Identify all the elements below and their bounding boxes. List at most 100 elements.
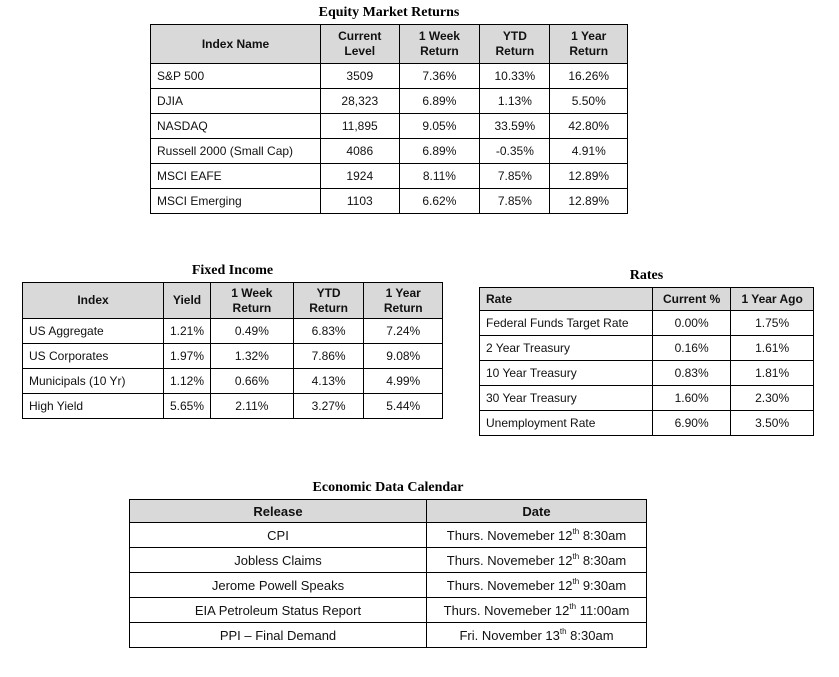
table-row: MSCI EAFE 1924 8.11% 7.85% 12.89% xyxy=(150,163,628,189)
table-cell: 7.36% xyxy=(398,63,481,89)
column-header: Yield xyxy=(162,282,212,319)
table-cell: 1.75% xyxy=(730,310,814,336)
table-cell: 6.83% xyxy=(292,318,365,344)
date-cell: Thurs. Novemeber 12th 8:30am xyxy=(426,522,647,548)
equity-market-returns-section: Equity Market Returns Index Name Current… xyxy=(150,5,628,214)
table-cell: 7.85% xyxy=(479,163,551,189)
index-name-cell: DJIA xyxy=(150,88,321,114)
table-cell: 6.89% xyxy=(398,88,481,114)
column-header: Release xyxy=(129,499,427,523)
table-cell: 6.62% xyxy=(398,188,481,214)
date-suffix: th xyxy=(572,526,580,536)
table-cell: 7.86% xyxy=(292,343,365,369)
index-name-cell: US Corporates xyxy=(22,343,164,369)
equity-table-title: Equity Market Returns xyxy=(318,5,460,20)
table-cell: 1924 xyxy=(320,163,400,189)
index-name-cell: US Aggregate xyxy=(22,318,164,344)
table-cell: 33.59% xyxy=(479,113,551,139)
date-text: Fri. November 13 xyxy=(459,627,560,643)
rates-table-title: Rates xyxy=(629,268,664,283)
column-header: 1 Year Return xyxy=(363,282,443,319)
table-cell: 0.49% xyxy=(210,318,294,344)
calendar-header-row: Release Date xyxy=(129,499,647,523)
table-cell: 1.60% xyxy=(651,385,732,411)
table-cell: 9.05% xyxy=(398,113,481,139)
date-cell: Thurs. Novemeber 12th 8:30am xyxy=(426,547,647,573)
date-text: Thurs. Novemeber 12 xyxy=(446,577,573,593)
table-cell: 16.26% xyxy=(549,63,628,89)
table-cell: 4.91% xyxy=(549,138,628,164)
table-cell: 1.21% xyxy=(162,318,212,344)
equity-table: Index Name Current Level 1 Week Return Y… xyxy=(150,24,628,214)
index-name-cell: NASDAQ xyxy=(150,113,321,139)
time-text: 8:30am xyxy=(566,627,614,643)
table-row: EIA Petroleum Status Report Thurs. Novem… xyxy=(129,597,647,623)
date-text: Thurs. Novemeber 12 xyxy=(446,527,573,543)
rate-name-cell: 10 Year Treasury xyxy=(479,360,653,386)
date-suffix: th xyxy=(572,551,580,561)
table-row: Jobless Claims Thurs. Novemeber 12th 8:3… xyxy=(129,547,647,573)
date-text: Thurs. Novemeber 12 xyxy=(446,552,573,568)
economic-calendar-section: Economic Data Calendar Release Date CPI … xyxy=(129,480,647,648)
time-text: 11:00am xyxy=(576,602,630,618)
table-cell: 1.12% xyxy=(162,368,212,394)
calendar-table: Release Date CPI Thurs. Novemeber 12th 8… xyxy=(129,499,647,648)
table-cell: 3509 xyxy=(320,63,400,89)
rate-name-cell: 2 Year Treasury xyxy=(479,335,653,361)
date-suffix: th xyxy=(559,626,567,636)
rates-section: Rates Rate Current % 1 Year Ago Federal … xyxy=(479,268,814,436)
column-header: YTD Return xyxy=(292,282,365,319)
table-cell: 5.50% xyxy=(549,88,628,114)
fixed-income-section: Fixed Income Index Yield 1 Week Return Y… xyxy=(22,263,443,419)
column-header: 1 Year Ago xyxy=(730,287,814,311)
rate-name-cell: Federal Funds Target Rate xyxy=(479,310,653,336)
table-cell: 2.11% xyxy=(210,393,294,419)
table-row: Russell 2000 (Small Cap) 4086 6.89% -0.3… xyxy=(150,138,628,164)
release-cell: EIA Petroleum Status Report xyxy=(129,597,427,623)
table-cell: 8.11% xyxy=(398,163,481,189)
table-cell: 9.08% xyxy=(363,343,443,369)
table-row: MSCI Emerging 1103 6.62% 7.85% 12.89% xyxy=(150,188,628,214)
table-cell: 6.90% xyxy=(651,410,732,436)
table-row: Unemployment Rate 6.90% 3.50% xyxy=(479,410,814,436)
column-header: Index Name xyxy=(150,24,321,64)
table-row: Jerome Powell Speaks Thurs. Novemeber 12… xyxy=(129,572,647,598)
table-row: US Aggregate 1.21% 0.49% 6.83% 7.24% xyxy=(22,318,443,344)
table-cell: 1.81% xyxy=(730,360,814,386)
release-cell: PPI – Final Demand xyxy=(129,622,427,648)
index-name-cell: MSCI EAFE xyxy=(150,163,321,189)
table-cell: 11,895 xyxy=(320,113,400,139)
table-cell: -0.35% xyxy=(479,138,551,164)
column-header: 1 Week Return xyxy=(398,24,481,64)
table-cell: 0.66% xyxy=(210,368,294,394)
table-cell: 1103 xyxy=(320,188,400,214)
table-cell: 1.13% xyxy=(479,88,551,114)
table-cell: 10.33% xyxy=(479,63,551,89)
index-name-cell: S&P 500 xyxy=(150,63,321,89)
release-cell: Jerome Powell Speaks xyxy=(129,572,427,598)
table-row: DJIA 28,323 6.89% 1.13% 5.50% xyxy=(150,88,628,114)
date-text: Thurs. Novemeber 12 xyxy=(443,602,570,618)
column-header: Date xyxy=(426,499,647,523)
table-cell: 5.44% xyxy=(363,393,443,419)
date-suffix: th xyxy=(572,576,580,586)
fixed-income-table: Index Yield 1 Week Return YTD Return 1 Y… xyxy=(22,282,443,419)
fixed-income-table-title: Fixed Income xyxy=(191,263,274,278)
table-cell: 0.83% xyxy=(651,360,732,386)
table-cell: 6.89% xyxy=(398,138,481,164)
table-cell: 4.13% xyxy=(292,368,365,394)
table-cell: 3.27% xyxy=(292,393,365,419)
column-header: YTD Return xyxy=(479,24,551,64)
table-cell: 1.61% xyxy=(730,335,814,361)
column-header: Rate xyxy=(479,287,653,311)
table-row: Federal Funds Target Rate 0.00% 1.75% xyxy=(479,310,814,336)
index-name-cell: MSCI Emerging xyxy=(150,188,321,214)
time-text: 8:30am xyxy=(579,527,627,543)
table-row: CPI Thurs. Novemeber 12th 8:30am xyxy=(129,522,647,548)
fixed-income-header-row: Index Yield 1 Week Return YTD Return 1 Y… xyxy=(22,282,443,319)
date-cell: Thurs. Novemeber 12th 11:00am xyxy=(426,597,647,623)
date-cell: Fri. November 13th 8:30am xyxy=(426,622,647,648)
rate-name-cell: Unemployment Rate xyxy=(479,410,653,436)
table-row: NASDAQ 11,895 9.05% 33.59% 42.80% xyxy=(150,113,628,139)
index-name-cell: Municipals (10 Yr) xyxy=(22,368,164,394)
